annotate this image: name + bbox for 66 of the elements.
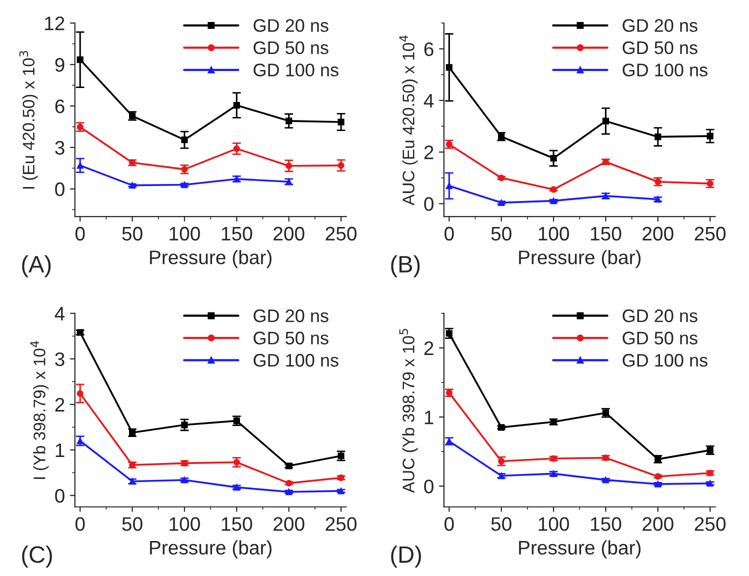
y-tick-label: 6 [424, 42, 434, 56]
x-tick-label: 100 [170, 517, 200, 531]
legend-label: GD 20 ns [254, 309, 328, 322]
y-tick-label: 3 [55, 352, 64, 366]
x-tick-label: 0 [75, 517, 85, 531]
y-tick-label: 0 [55, 488, 64, 503]
legend-label: GD 50 ns [254, 41, 328, 54]
x-tick-label: 250 [694, 226, 726, 241]
x-axis-title: Pressure (bar) [519, 250, 641, 268]
legend-label: GD 100 ns [622, 64, 708, 76]
legend-label: GD 50 ns [254, 332, 328, 344]
y-tick-label: 2 [424, 341, 434, 355]
x-tick-label: 50 [491, 226, 512, 241]
y-tick-label: 0 [424, 480, 434, 494]
x-axis-title: Pressure (bar) [519, 540, 641, 558]
point [338, 118, 344, 126]
x-tick-label: 250 [694, 517, 726, 531]
legend-label: GD 50 ns [622, 41, 698, 54]
y-tick-label: 1 [56, 444, 64, 458]
x-tick-label: 200 [274, 226, 304, 241]
x-tick-label: 50 [122, 226, 142, 241]
x-tick-label: 200 [274, 517, 304, 531]
y-tick-label: 3 [55, 140, 64, 155]
x-tick-label: 200 [642, 226, 674, 241]
text: (C) [22, 546, 52, 568]
legend-label: GD 50 ns [622, 332, 698, 344]
y-axis-title: AUC (Yb 398.79 x 10$^{5}$ [399, 328, 418, 493]
legend-label: GD 20 ns [254, 19, 328, 32]
y-axis-title: AUC (Eu 420.50) x 10$^{4}$ [399, 35, 418, 206]
x-tick-label: 150 [222, 226, 252, 241]
y-tick-label: 12 [45, 16, 64, 30]
y-tick-label: 2 [55, 398, 64, 412]
x-tick-label: 200 [642, 517, 674, 531]
y-tick-label: 6 [55, 99, 64, 114]
y-tick-label: 0 [55, 182, 64, 196]
x-tick-label: 100 [538, 517, 569, 531]
y-tick-label: 4 [54, 307, 65, 320]
legend-label: GD 100 ns [254, 354, 338, 367]
x-axis-title: Pressure (bar) [150, 250, 272, 268]
y-axis-title: I (Eu 420.50) x 10$^{3}$ [19, 51, 38, 189]
legend-label: GD 20 ns [622, 309, 698, 322]
x-tick-label: 0 [75, 226, 85, 241]
x-tick-label: 150 [590, 517, 622, 531]
text: (B) [391, 255, 420, 278]
x-tick-label: 0 [444, 517, 454, 531]
x-tick-label: 250 [326, 517, 356, 531]
x-tick-label: 50 [491, 517, 512, 531]
x-tick-label: 150 [222, 517, 252, 531]
x-tick-label: 100 [538, 226, 569, 241]
x-tick-label: 50 [122, 517, 142, 531]
legend-label: GD 100 ns [622, 354, 708, 367]
legend-label: GD 100 ns [254, 64, 338, 76]
y-axis-title: I (Yb 398.79) x 10$^{4}$ [30, 341, 49, 479]
y-tick-label: 4 [424, 94, 434, 108]
x-tick-label: 0 [444, 226, 454, 241]
x-axis-title: Pressure (bar) [150, 540, 272, 558]
x-tick-label: 100 [170, 226, 200, 241]
text: (A) [22, 255, 51, 278]
y-tick-label: 0 [424, 197, 434, 211]
x-tick-label: 150 [590, 226, 622, 241]
x-tick-label: 250 [326, 226, 356, 241]
y-tick-label: 1 [424, 410, 434, 424]
text: (D) [391, 546, 421, 568]
y-tick-label: 2 [424, 146, 434, 160]
legend-label: GD 20 ns [622, 19, 698, 32]
y-tick-label: 9 [55, 58, 64, 72]
